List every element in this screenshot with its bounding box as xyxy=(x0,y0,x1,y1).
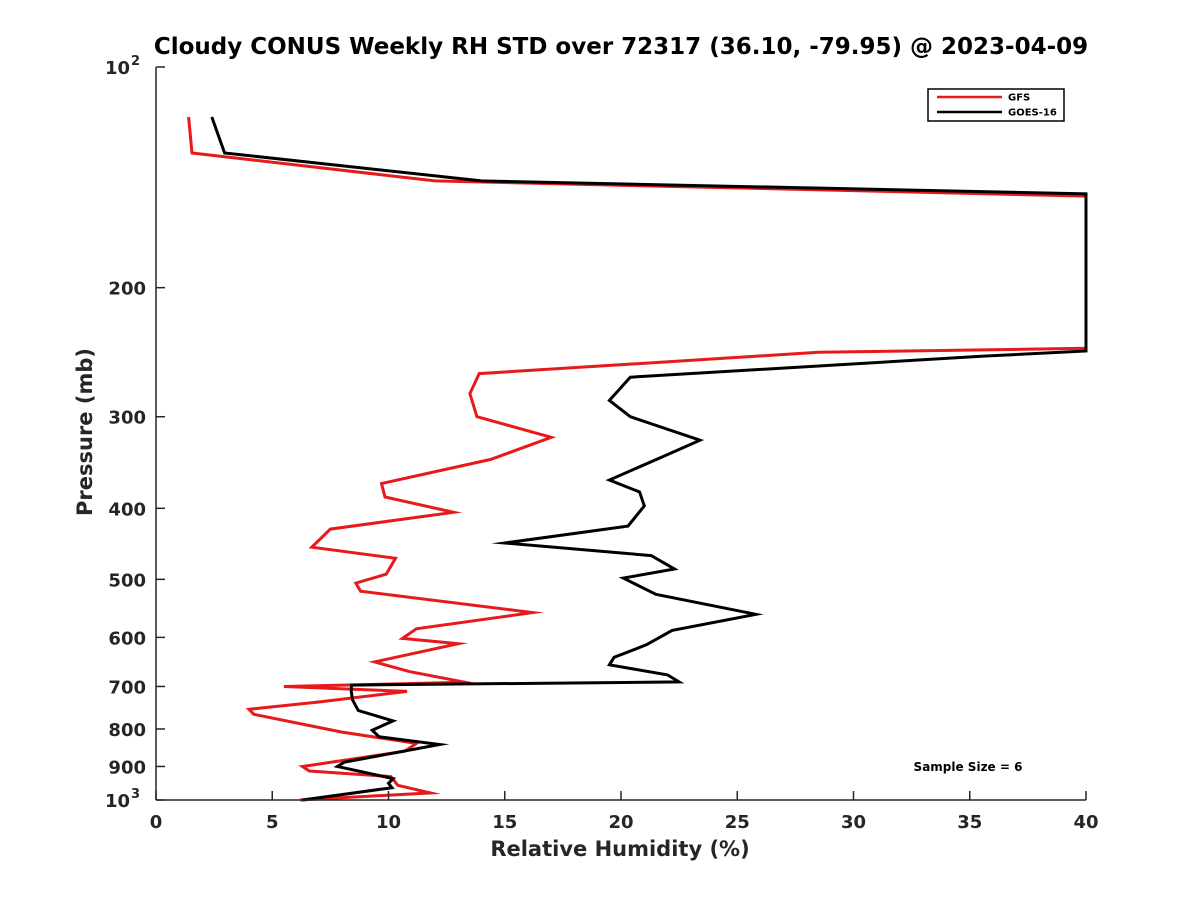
series-line-goes-16 xyxy=(210,116,1088,802)
legend-box xyxy=(927,88,1065,122)
y-tick-label: 500 xyxy=(108,570,146,591)
y-tick-exponent: 3 xyxy=(131,787,140,802)
y-tick-label: 600 xyxy=(108,628,146,649)
x-tick-label: 5 xyxy=(266,812,279,833)
x-tick-label: 0 xyxy=(150,812,163,833)
chart-title: Cloudy CONUS Weekly RH STD over 72317 (3… xyxy=(154,34,1088,60)
y-tick-label: 900 xyxy=(108,757,146,778)
y-tick-label: 200 xyxy=(108,279,146,300)
y-tick-label: 10 xyxy=(105,58,130,79)
x-tick-label: 25 xyxy=(725,812,750,833)
x-tick-label: 40 xyxy=(1073,812,1098,833)
x-tick-label: 15 xyxy=(492,812,517,833)
y-tick-label: 800 xyxy=(108,720,146,741)
legend-label: GFS xyxy=(1008,93,1030,104)
y-tick-label: 700 xyxy=(108,677,146,698)
x-tick-label: 20 xyxy=(608,812,633,833)
y-tick-label: 10 xyxy=(105,791,130,812)
series-line-gfs xyxy=(187,116,1088,802)
y-tick-label: 400 xyxy=(108,499,146,520)
legend-label: GOES-16 xyxy=(1008,108,1057,119)
x-axis: 0 5 10 15 20 25 30 35 40 xyxy=(150,791,1099,833)
x-tick-label: 35 xyxy=(957,812,982,833)
x-axis-label: Relative Humidity (%) xyxy=(490,837,749,861)
plot-area xyxy=(187,116,1088,802)
y-tick-label: 300 xyxy=(108,408,146,429)
x-tick-label: 30 xyxy=(841,812,866,833)
y-tick-exponent: 2 xyxy=(131,54,140,69)
y-axis-label: Pressure (mb) xyxy=(73,348,97,516)
legend: GFS GOES-16 xyxy=(927,88,1065,122)
x-tick-label: 10 xyxy=(376,812,401,833)
sample-size-annotation: Sample Size = 6 xyxy=(914,760,1023,774)
